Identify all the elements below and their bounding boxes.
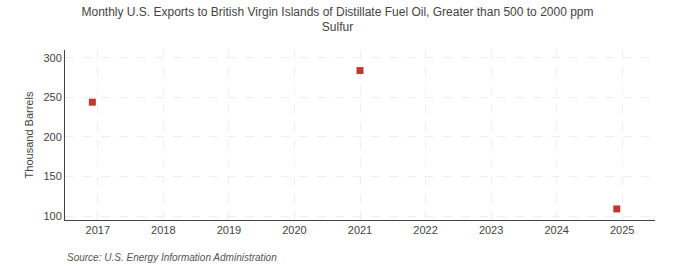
svg-text:2022: 2022	[413, 224, 437, 236]
svg-text:Thousand Barrels: Thousand Barrels	[23, 91, 35, 178]
svg-text:100: 100	[43, 210, 61, 222]
svg-text:2017: 2017	[86, 224, 110, 236]
svg-text:2018: 2018	[151, 224, 175, 236]
svg-text:2024: 2024	[544, 224, 568, 236]
svg-text:300: 300	[43, 52, 61, 64]
svg-text:2020: 2020	[282, 224, 306, 236]
svg-text:Source: U.S. Energy Informatio: Source: U.S. Energy Information Administ…	[67, 252, 277, 263]
svg-text:2025: 2025	[610, 224, 634, 236]
svg-text:250: 250	[43, 91, 61, 103]
svg-text:2023: 2023	[479, 224, 503, 236]
svg-text:200: 200	[43, 131, 61, 143]
svg-text:Monthly U.S. Exports to Britis: Monthly U.S. Exports to British Virgin I…	[81, 5, 593, 35]
svg-text:150: 150	[43, 170, 61, 182]
svg-text:2021: 2021	[348, 224, 372, 236]
svg-text:2019: 2019	[217, 224, 241, 236]
